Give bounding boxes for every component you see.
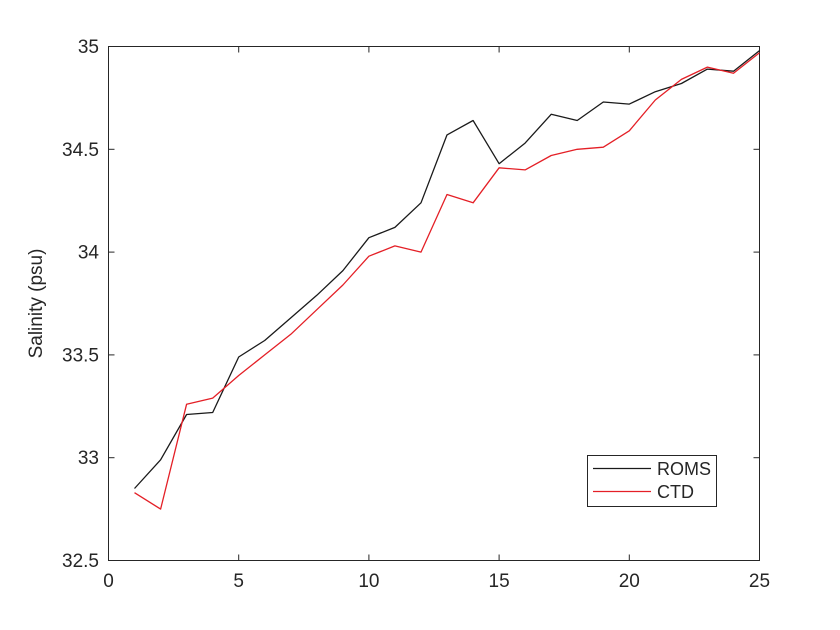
legend-box — [587, 455, 717, 507]
x-tick-label: 5 — [233, 571, 244, 592]
x-tick-label: 0 — [103, 571, 114, 592]
axes-box — [108, 46, 760, 561]
x-tick-label: 10 — [358, 571, 379, 592]
series-line-ctd — [134, 52, 760, 510]
y-tick-label: 33.5 — [62, 345, 99, 366]
y-tick-label: 33 — [78, 448, 99, 469]
y-axis-label: Salinity (psu) — [26, 249, 47, 359]
y-tick-label: 34 — [78, 243, 100, 264]
x-tick-label: 20 — [619, 571, 640, 592]
legend-label-ctd: CTD — [657, 482, 694, 502]
legend-label-roms: ROMS — [657, 459, 711, 479]
y-tick-label: 32.5 — [62, 551, 99, 572]
x-tick-label: 15 — [489, 571, 510, 592]
y-tick-label: 34.5 — [62, 140, 99, 161]
x-tick-label: 25 — [749, 571, 770, 592]
y-tick-label: 35 — [78, 37, 99, 58]
series-line-roms — [134, 50, 760, 489]
